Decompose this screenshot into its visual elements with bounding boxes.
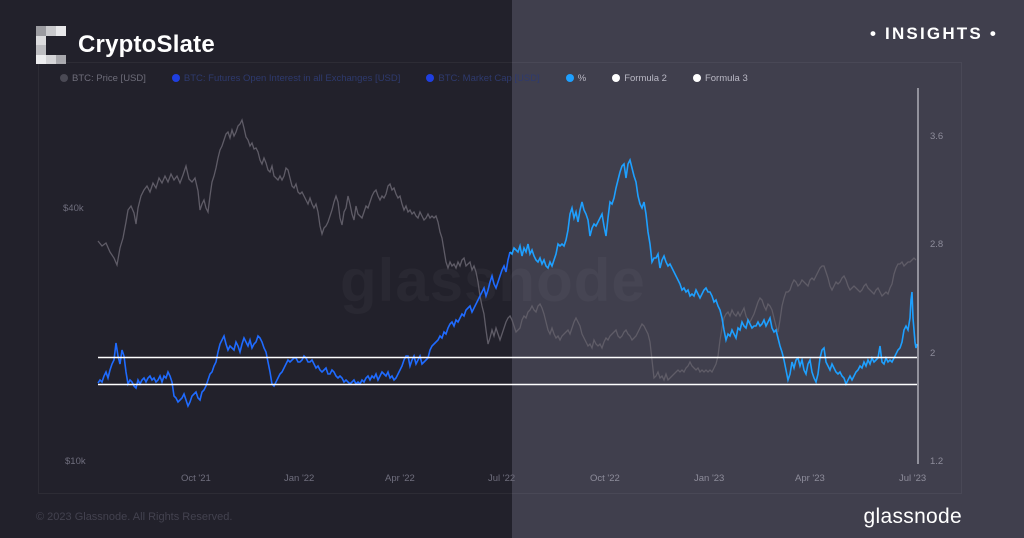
glassnode-logo: glassnode bbox=[863, 505, 962, 528]
legend-dot-icon bbox=[692, 74, 701, 82]
legend-dot-icon bbox=[612, 74, 621, 82]
x-axis-tick: Apr '22 bbox=[385, 473, 415, 484]
ratio-line bbox=[97, 251, 511, 409]
left-axis-tick: $40k bbox=[63, 203, 84, 214]
x-axis-tick: Oct '22 bbox=[590, 473, 620, 484]
left-axis-tick: $10k bbox=[65, 456, 86, 467]
x-axis-tick: Oct '21 bbox=[181, 473, 211, 484]
right-axis-tick: 2.8 bbox=[930, 239, 944, 250]
legend-dot-icon bbox=[426, 74, 435, 82]
right-axis-tick: 1.2 bbox=[930, 456, 944, 467]
legend-item-formula-2[interactable]: Formula 2 bbox=[612, 73, 667, 84]
legend-item-market-cap[interactable]: BTC: Market Cap [USD] bbox=[426, 73, 540, 84]
copyright-text: © 2023 Glassnode. All Rights Reserved. bbox=[36, 511, 233, 523]
x-axis-tick: Jan '23 bbox=[694, 473, 725, 484]
legend-dot-icon bbox=[565, 74, 574, 82]
legend-dot-icon bbox=[171, 74, 180, 82]
btc-price-line bbox=[97, 118, 917, 382]
insights-badge: • INSIGHTS • bbox=[869, 24, 998, 43]
chart-legend: BTC: Price [USD] BTC: Futures Open Inter… bbox=[60, 72, 774, 84]
legend-item-formula-3[interactable]: Formula 3 bbox=[692, 73, 748, 84]
legend-dot-icon bbox=[60, 74, 68, 82]
x-axis-tick: Jul '23 bbox=[899, 473, 927, 484]
background-right bbox=[512, 0, 1024, 538]
x-axis-tick: Jan '22 bbox=[284, 473, 315, 484]
right-axis-tick: 2 bbox=[930, 348, 936, 359]
cryptoslate-logo-icon bbox=[36, 26, 66, 64]
legend-item-percent[interactable]: % bbox=[565, 73, 586, 84]
x-axis-tick: Apr '23 bbox=[795, 473, 825, 484]
logo-text: CryptoSlate bbox=[78, 31, 215, 58]
x-axis-tick: Jul '22 bbox=[488, 473, 516, 484]
right-axis-tick: 3.6 bbox=[930, 131, 944, 142]
legend-item-futures-oi[interactable]: BTC: Futures Open Interest in all Exchan… bbox=[171, 73, 400, 84]
cryptoslate-logo: CryptoSlate bbox=[36, 26, 215, 64]
chart-panel bbox=[38, 62, 962, 494]
legend-item-btc-price[interactable]: BTC: Price [USD] bbox=[60, 73, 146, 84]
ratio-line-recent bbox=[509, 157, 918, 387]
background-left bbox=[0, 0, 512, 538]
